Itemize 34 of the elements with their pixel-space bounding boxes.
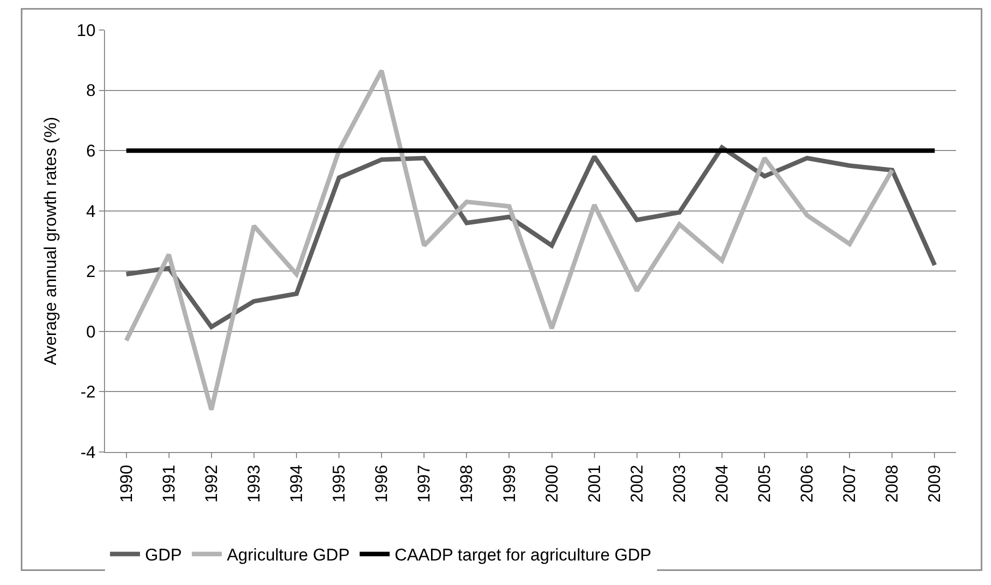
x-tick-label: 2009 bbox=[925, 464, 944, 503]
x-tick-label: 1995 bbox=[330, 464, 349, 503]
x-tick-label: 2000 bbox=[542, 464, 562, 503]
line-series bbox=[124, 145, 937, 330]
x-tick-label: 1991 bbox=[159, 464, 178, 503]
y-tick-label: 6 bbox=[86, 142, 96, 161]
y-tick-label: -4 bbox=[80, 442, 96, 462]
x-tick-label: 1994 bbox=[287, 464, 306, 503]
x-tick-label: 2003 bbox=[670, 464, 689, 503]
y-tick-label: -2 bbox=[80, 382, 96, 402]
legend-label: CAADP target for agriculture GDP bbox=[394, 546, 652, 565]
line-series bbox=[124, 68, 894, 412]
y-tick-label: 0 bbox=[86, 322, 96, 342]
y-tick-label: 4 bbox=[86, 202, 96, 221]
x-tick-label: 1999 bbox=[500, 464, 519, 503]
legend-label: Agriculture GDP bbox=[226, 546, 350, 565]
x-tick-label: 2006 bbox=[798, 464, 817, 503]
y-tick-label: 10 bbox=[76, 20, 96, 40]
x-tick-label: 1997 bbox=[414, 464, 434, 503]
legend-label: GDP bbox=[145, 546, 182, 565]
x-tick-label: 2002 bbox=[627, 464, 646, 503]
x-tick-label: 2007 bbox=[840, 464, 860, 503]
x-tick-label: 2005 bbox=[755, 464, 774, 503]
x-tick-label: 1990 bbox=[116, 464, 136, 503]
y-axis-title: Average annual growth rates (%) bbox=[41, 116, 60, 366]
y-tick-label: 2 bbox=[86, 262, 96, 282]
x-tick-label: 1996 bbox=[372, 464, 392, 503]
x-tick-label: 1992 bbox=[202, 464, 221, 503]
x-tick-label: 1993 bbox=[244, 464, 264, 503]
x-tick-label: 1998 bbox=[457, 464, 476, 503]
y-tick-label: 8 bbox=[86, 81, 96, 100]
x-tick-label: 2004 bbox=[712, 464, 732, 503]
x-tick-label: 2001 bbox=[584, 464, 604, 503]
x-tick-label: 2008 bbox=[882, 464, 902, 503]
